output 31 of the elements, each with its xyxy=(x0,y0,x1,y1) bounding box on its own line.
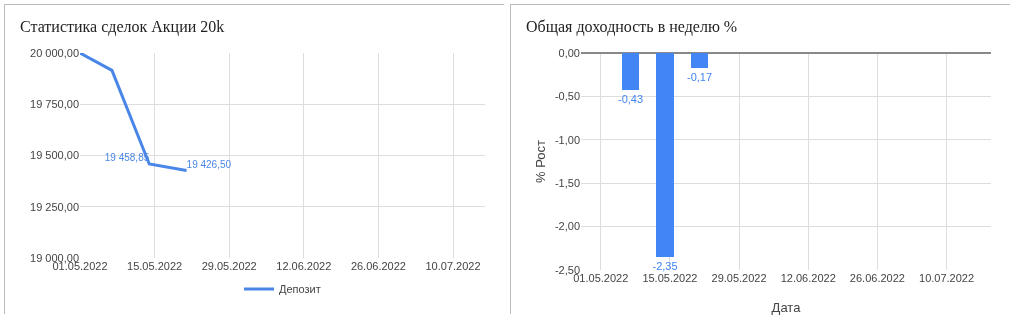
y-tick-label: -1,00 xyxy=(554,133,580,146)
legend-label: Депозит xyxy=(279,283,321,296)
x-tick-label: 29.05.2022 xyxy=(711,272,767,284)
x-tick-label: 15.05.2022 xyxy=(642,272,698,284)
x-tick-label: 26.06.2022 xyxy=(350,260,406,272)
y-tick-label: -2,50 xyxy=(554,263,580,276)
y-tick-label: 0,00 xyxy=(558,46,580,59)
data-label: -0,43 xyxy=(617,93,644,105)
line-series xyxy=(80,53,189,173)
x-axis-title: Дата xyxy=(771,300,802,315)
x-tick-label: 29.05.2022 xyxy=(201,260,257,272)
x-tick-label: 26.06.2022 xyxy=(849,272,905,284)
y-axis-title: % Рост xyxy=(533,139,548,183)
x-tick-label: 12.06.2022 xyxy=(276,260,332,272)
data-label: -2,35 xyxy=(652,260,678,272)
y-tick-label: -2,00 xyxy=(554,220,580,233)
y-tick-label: 20 000,00 xyxy=(30,46,79,59)
data-label: 19 426,50 xyxy=(186,159,232,171)
y-tick-label: 19 250,00 xyxy=(30,200,79,213)
y-tick-label: 19 500,00 xyxy=(30,149,79,162)
chart-title: Статистика сделок Акции 20k xyxy=(20,17,225,36)
x-tick-label: 15.05.2022 xyxy=(127,260,183,272)
y-tick-label: -1,50 xyxy=(554,177,580,190)
y-tick-label: 19 000,00 xyxy=(30,251,79,264)
x-tick-label: 10.07.2022 xyxy=(425,260,481,272)
x-tick-label: 10.07.2022 xyxy=(919,272,975,284)
y-tick-label: 19 750,00 xyxy=(30,98,79,111)
x-tick-label: 12.06.2022 xyxy=(780,272,836,284)
chart-title: Общая доходность в неделю % xyxy=(526,17,738,36)
data-label: -0,17 xyxy=(686,71,713,83)
y-tick-label: -0,50 xyxy=(554,90,580,103)
